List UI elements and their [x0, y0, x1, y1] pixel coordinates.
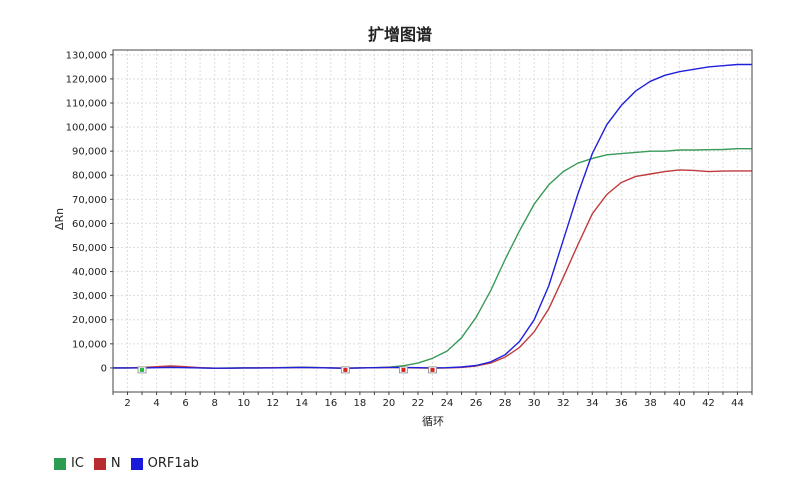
- x-tick-label: 44: [731, 398, 744, 409]
- x-tick-label: 40: [673, 398, 686, 409]
- legend-label-n: N: [110, 456, 121, 471]
- y-tick-label: 90,000: [72, 147, 107, 158]
- x-tick-label: 34: [586, 398, 599, 409]
- y-tick-label: 120,000: [66, 74, 107, 85]
- x-tick-label: 18: [354, 398, 367, 409]
- y-tick-label: 30,000: [72, 291, 107, 302]
- threshold-marker-fill: [401, 367, 406, 372]
- y-axis-label: ΔRn: [53, 208, 66, 230]
- x-tick-label: 2: [124, 398, 130, 409]
- x-tick-label: 6: [182, 398, 188, 409]
- y-tick-label: 20,000: [72, 315, 107, 326]
- legend-swatch-n: [93, 457, 106, 470]
- x-tick-label: 10: [237, 398, 250, 409]
- threshold-marker-fill: [430, 367, 435, 372]
- legend-item-orf1ab[interactable]: ORF1ab: [130, 456, 199, 471]
- x-tick-label: 4: [153, 398, 159, 409]
- grid-lines: [112, 50, 753, 392]
- x-tick-label: 30: [528, 398, 541, 409]
- y-tick-label: 40,000: [72, 267, 107, 278]
- y-tick-label: 80,000: [72, 171, 107, 182]
- legend-label-ic: IC: [71, 456, 84, 471]
- threshold-marker-fill: [140, 367, 145, 372]
- y-tick-label: 100,000: [66, 123, 107, 134]
- x-axis-ticks: 2 4 6 8 10 12 14 16 18 20 22 24 26 28 30 32 34 36 38 40 42 44: [112, 392, 753, 409]
- y-tick-label: 10,000: [72, 339, 107, 350]
- chart-title: 扩增图谱: [368, 25, 432, 44]
- x-axis-label: 循环: [422, 415, 444, 428]
- threshold-marker-fill: [343, 367, 348, 372]
- x-tick-label: 28: [499, 398, 512, 409]
- y-tick-label: 50,000: [72, 243, 107, 254]
- legend: IC N ORF1ab: [54, 456, 209, 471]
- legend-label-orf1ab: ORF1ab: [147, 456, 199, 471]
- x-tick-label: 20: [383, 398, 396, 409]
- x-tick-label: 32: [557, 398, 570, 409]
- legend-swatch-orf1ab: [130, 457, 143, 470]
- y-tick-label: 70,000: [72, 195, 107, 206]
- y-tick-label: 130,000: [66, 50, 107, 61]
- x-tick-label: 42: [702, 398, 715, 409]
- y-tick-label: 0: [101, 363, 107, 374]
- y-tick-label: 110,000: [66, 98, 107, 109]
- plot-frame: [112, 49, 753, 393]
- legend-swatch-ic: [54, 457, 66, 470]
- y-tick-label: 60,000: [72, 219, 107, 230]
- x-tick-label: 14: [295, 398, 308, 409]
- x-tick-label: 24: [441, 398, 454, 409]
- x-tick-label: 38: [644, 398, 657, 409]
- x-tick-label: 36: [615, 398, 628, 409]
- x-tick-label: 8: [211, 398, 217, 409]
- x-tick-label: 22: [412, 398, 425, 409]
- threshold-markers: [137, 366, 437, 374]
- x-tick-label: 26: [470, 398, 483, 409]
- legend-item-n[interactable]: N: [93, 456, 121, 471]
- x-tick-label: 16: [324, 398, 337, 409]
- legend-item-ic[interactable]: IC: [54, 456, 84, 471]
- y-axis-ticks: 0 10,000 20,000 30,000 40,000 50,000 60,000 70,…: [66, 50, 113, 374]
- x-tick-label: 12: [266, 398, 279, 409]
